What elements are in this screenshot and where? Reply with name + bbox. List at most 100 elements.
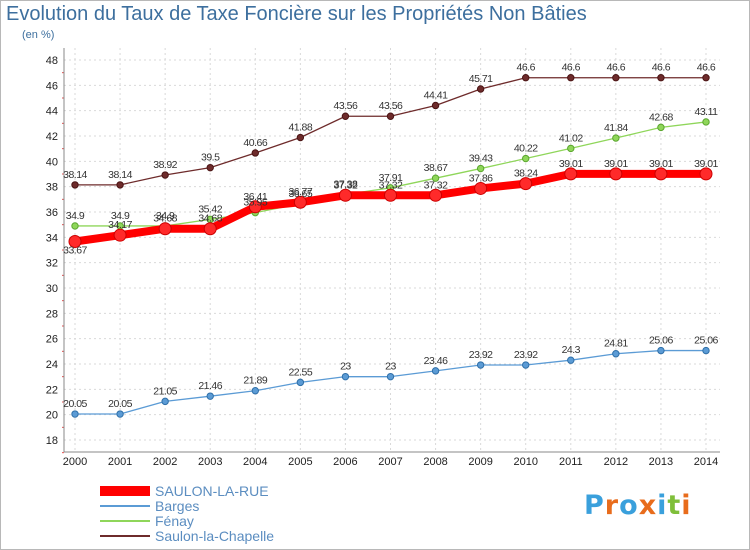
legend-label: SAULON-LA-RUE xyxy=(155,483,269,499)
data-label: 36.65 xyxy=(288,188,312,200)
y-tick-label: 38 xyxy=(46,182,58,194)
legend-item: Saulon-la-Chapelle xyxy=(100,528,360,544)
data-label: 25.06 xyxy=(649,335,673,347)
x-tick-label: 2010 xyxy=(513,456,537,468)
data-label: 22.55 xyxy=(288,366,312,378)
data-label: 21.89 xyxy=(243,375,267,387)
data-label: 43.56 xyxy=(334,100,358,112)
y-tick-label: 34 xyxy=(46,232,58,244)
data-label: 37.32 xyxy=(379,179,403,191)
legend-swatch xyxy=(100,486,150,496)
data-label: 37.38 xyxy=(334,179,358,191)
data-label: 40.66 xyxy=(243,137,267,149)
data-label: 24.81 xyxy=(604,338,628,350)
y-tick-label: 42 xyxy=(46,131,58,143)
data-point xyxy=(567,144,575,153)
chart-title: Evolution du Taux de Taxe Foncière sur l… xyxy=(6,3,587,25)
data-label: 39.01 xyxy=(694,158,718,170)
data-label: 46.6 xyxy=(607,62,626,74)
data-point xyxy=(431,367,440,375)
x-tick-label: 2007 xyxy=(378,456,402,468)
data-point xyxy=(476,361,485,369)
data-label: 23 xyxy=(340,361,351,373)
data-point xyxy=(161,397,169,406)
data-label: 45.71 xyxy=(469,73,493,85)
data-label: 21.46 xyxy=(198,380,222,392)
data-label: 42.68 xyxy=(649,111,673,123)
data-label: 36.41 xyxy=(243,191,267,203)
data-point xyxy=(612,350,620,358)
data-point xyxy=(206,392,214,400)
data-point xyxy=(476,85,485,93)
y-tick-label: 20 xyxy=(46,410,58,422)
data-label: 35.42 xyxy=(198,203,222,215)
data-point xyxy=(71,181,79,189)
data-point xyxy=(522,74,530,82)
data-label: 39.5 xyxy=(201,152,220,164)
logo-letter: i xyxy=(681,490,692,521)
y-tick-label: 44 xyxy=(46,106,58,118)
data-point xyxy=(474,181,488,195)
data-point xyxy=(203,222,217,236)
data-point xyxy=(522,361,530,369)
legend-swatch xyxy=(100,520,150,522)
data-point xyxy=(296,378,305,387)
x-tick-label: 2002 xyxy=(153,456,177,468)
data-label: 38.24 xyxy=(514,168,538,180)
data-label: 37.32 xyxy=(334,179,358,191)
data-label: 38.92 xyxy=(153,159,177,171)
data-point xyxy=(476,164,485,173)
data-label: 33.67 xyxy=(63,245,87,257)
x-tick-label: 2006 xyxy=(333,456,357,468)
x-tick-label: 2008 xyxy=(423,456,447,468)
data-label: 46.6 xyxy=(697,62,716,74)
legend-label: Fénay xyxy=(155,513,194,529)
data-point xyxy=(429,188,443,202)
data-label: 34.9 xyxy=(111,210,130,222)
data-label: 39.01 xyxy=(604,158,628,170)
data-point xyxy=(519,177,533,191)
data-point xyxy=(612,74,620,82)
x-tick-label: 2012 xyxy=(604,456,628,468)
data-point xyxy=(341,112,350,120)
data-label: 41.02 xyxy=(559,132,583,144)
data-point xyxy=(612,134,620,142)
data-point xyxy=(293,195,307,209)
data-label: 46.6 xyxy=(562,62,581,74)
data-point xyxy=(251,387,259,395)
data-point xyxy=(431,101,440,110)
logo-letter: o xyxy=(619,490,639,521)
data-label: 21.05 xyxy=(153,385,177,397)
y-tick-label: 46 xyxy=(46,80,58,92)
data-label: 25.06 xyxy=(694,335,718,347)
data-label: 23 xyxy=(385,361,396,373)
logo-letter: t xyxy=(667,490,682,521)
y-tick-label: 30 xyxy=(46,283,58,295)
legend-item: SAULON-LA-RUE xyxy=(100,483,360,499)
x-tick-label: 2014 xyxy=(694,456,718,468)
logo-letter: P xyxy=(584,490,605,521)
logo-letter: x xyxy=(638,490,658,521)
legend-item: Barges xyxy=(100,498,360,514)
data-point xyxy=(71,410,79,418)
data-point xyxy=(702,346,710,355)
data-point xyxy=(702,118,710,126)
x-tick-label: 2005 xyxy=(288,456,312,468)
y-tick-label: 26 xyxy=(46,334,58,346)
data-point xyxy=(296,133,305,142)
data-point xyxy=(251,149,259,157)
data-point xyxy=(386,372,395,381)
x-tick-label: 2011 xyxy=(559,456,583,468)
x-tick-label: 2004 xyxy=(243,456,267,468)
x-tick-label: 2013 xyxy=(649,456,673,468)
data-label: 43.56 xyxy=(379,100,403,112)
data-label: 24.3 xyxy=(562,344,581,356)
chart-subtitle: (en %) xyxy=(22,29,55,41)
data-point xyxy=(654,167,668,181)
data-point xyxy=(567,74,575,82)
data-point xyxy=(657,74,665,82)
data-point xyxy=(699,167,713,181)
data-label: 37.32 xyxy=(424,179,448,191)
data-point xyxy=(248,200,262,214)
